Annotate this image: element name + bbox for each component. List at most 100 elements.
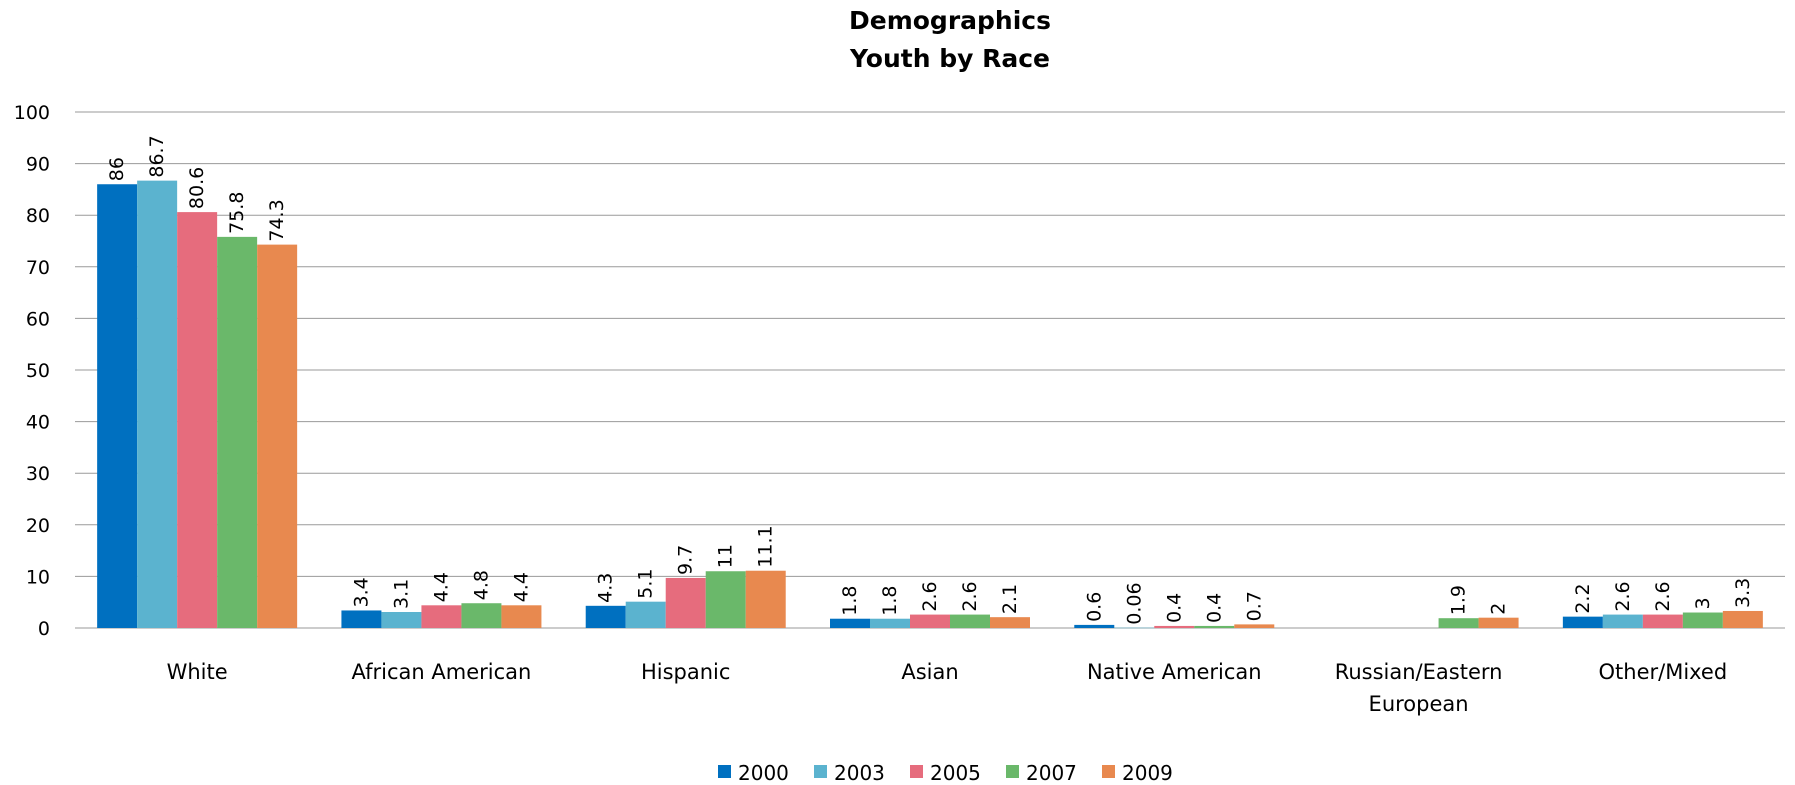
legend-label: 2000 [738, 761, 789, 785]
legend-label: 2009 [1122, 761, 1173, 785]
bar [910, 614, 950, 628]
bar [1114, 627, 1155, 629]
bar [1722, 610, 1763, 628]
bar [461, 603, 502, 628]
bar [745, 570, 786, 628]
data-label: 4.4 [430, 572, 452, 602]
x-category-label: Native American [1087, 660, 1262, 684]
y-tick-label: 40 [26, 412, 50, 434]
bar [421, 605, 462, 628]
y-tick-label: 80 [26, 205, 50, 227]
data-label: 2.6 [1652, 581, 1674, 611]
bar [1154, 625, 1195, 628]
data-label: 5.1 [635, 568, 657, 598]
bar [1562, 616, 1603, 628]
x-category-label: Russian/Eastern [1335, 660, 1503, 684]
bar [1194, 625, 1235, 628]
data-label: 1.8 [879, 585, 901, 615]
data-label: 3.1 [390, 579, 412, 609]
bar [501, 605, 542, 628]
legend-swatch [1006, 765, 1019, 778]
bar [1682, 612, 1723, 628]
legend: 2000 2003 2005 2007 2009 [718, 761, 1173, 785]
data-label: 4.4 [510, 572, 532, 602]
bar [625, 601, 666, 628]
bar [830, 618, 870, 628]
bar [217, 236, 258, 628]
y-tick-label: 60 [26, 308, 50, 330]
bar [1074, 624, 1115, 628]
bar [1478, 617, 1519, 628]
bar [1234, 624, 1275, 628]
bar [97, 184, 138, 629]
bar [177, 212, 218, 628]
y-tick-label: 0 [38, 618, 50, 640]
data-label: 0.06 [1123, 582, 1145, 624]
data-label: 2.6 [1612, 581, 1634, 611]
chart-title: Demographics [849, 6, 1051, 35]
x-category-label: White [167, 660, 228, 684]
legend-swatch [718, 765, 731, 778]
legend-swatch [910, 765, 923, 778]
bar [990, 617, 1030, 628]
y-tick-label: 90 [26, 154, 50, 176]
data-label: 1.8 [839, 585, 861, 615]
legend-label: 2005 [930, 761, 981, 785]
legend-label: 2007 [1026, 761, 1077, 785]
bar [341, 610, 382, 628]
data-label: 0.7 [1243, 591, 1265, 621]
x-category-label: European [1369, 692, 1469, 716]
data-label: 0.6 [1083, 592, 1105, 622]
bar [665, 577, 706, 628]
data-label: 74.3 [266, 199, 288, 241]
data-label: 2.6 [919, 581, 941, 611]
chart-subtitle: Youth by Race [849, 44, 1050, 73]
x-axis: White African American Hispanic Asian Native… [167, 660, 1728, 716]
data-label: 2 [1488, 603, 1510, 615]
data-label: 3.4 [350, 577, 372, 607]
bar [705, 571, 746, 628]
x-category-label: Other/Mixed [1599, 660, 1728, 684]
bar [870, 618, 910, 628]
legend-label: 2003 [834, 761, 885, 785]
bar [585, 605, 626, 628]
legend-swatch [1102, 765, 1115, 778]
y-tick-label: 70 [26, 257, 50, 279]
bar [257, 244, 298, 628]
data-label: 3 [1692, 597, 1714, 609]
y-tick-label: 50 [26, 360, 50, 382]
data-label: 75.8 [226, 192, 248, 234]
y-tick-label: 30 [26, 463, 50, 485]
bar [950, 614, 990, 628]
x-category-label: Hispanic [641, 660, 730, 684]
data-label: 4.8 [470, 570, 492, 600]
data-label: 1.9 [1448, 585, 1470, 615]
data-label: 11.1 [755, 525, 777, 567]
bar [381, 612, 422, 628]
data-label: 80.6 [186, 167, 208, 209]
data-label: 11 [715, 544, 737, 568]
y-tick-label: 10 [26, 566, 50, 588]
gridlines [75, 111, 1785, 629]
data-labels: 86 3.4 4.3 1.8 0.6 2.2 86.7 3.1 5.1 1.8 0.06 2.6 80.… [106, 135, 1754, 624]
data-label: 86.7 [146, 135, 168, 177]
data-label: 2.6 [959, 581, 981, 611]
legend-swatch [814, 765, 827, 778]
data-label: 2.1 [999, 584, 1021, 614]
y-tick-label: 20 [26, 515, 50, 537]
y-tick-label: 100 [14, 102, 50, 124]
data-label: 4.3 [595, 573, 617, 603]
data-label: 86 [106, 157, 128, 181]
bar [1602, 614, 1643, 628]
data-label: 3.3 [1732, 578, 1754, 608]
bar [137, 180, 178, 629]
x-category-label: African American [352, 660, 532, 684]
bar [1642, 614, 1683, 628]
data-label: 2.2 [1572, 583, 1594, 613]
x-category-label: Asian [901, 660, 958, 684]
bars [97, 180, 1763, 629]
bar [1438, 618, 1479, 628]
y-axis: 0 10 20 30 40 50 60 70 80 90 100 [14, 102, 50, 640]
data-label: 0.4 [1203, 593, 1225, 623]
